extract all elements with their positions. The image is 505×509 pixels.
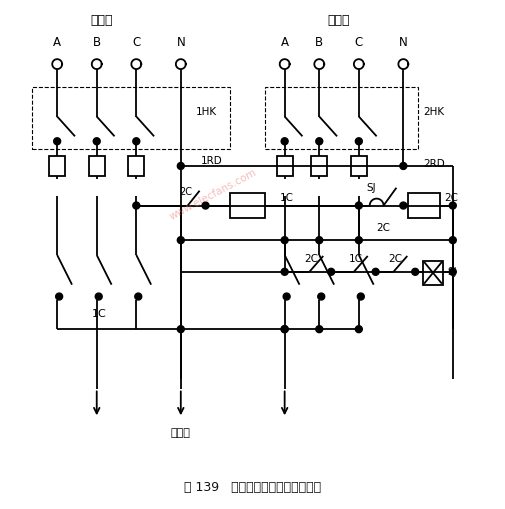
Polygon shape bbox=[133, 138, 139, 145]
Polygon shape bbox=[281, 138, 287, 145]
Text: 1C: 1C bbox=[279, 192, 293, 203]
Text: SJ: SJ bbox=[365, 183, 375, 193]
Polygon shape bbox=[281, 326, 287, 333]
Bar bbox=[230, 193, 264, 218]
Polygon shape bbox=[54, 138, 61, 145]
Text: N: N bbox=[176, 36, 185, 49]
Polygon shape bbox=[134, 293, 141, 300]
Polygon shape bbox=[177, 162, 184, 169]
Polygon shape bbox=[317, 293, 324, 300]
Bar bbox=[422, 261, 442, 285]
Polygon shape bbox=[327, 268, 334, 275]
Polygon shape bbox=[315, 138, 322, 145]
Text: C: C bbox=[354, 36, 362, 49]
Polygon shape bbox=[355, 326, 362, 333]
Bar bbox=[311, 156, 327, 176]
Text: 2C: 2C bbox=[376, 223, 390, 233]
Polygon shape bbox=[201, 202, 209, 209]
Bar bbox=[264, 87, 417, 149]
Bar bbox=[276, 156, 292, 176]
Text: 2C: 2C bbox=[443, 192, 457, 203]
Polygon shape bbox=[95, 293, 102, 300]
Bar bbox=[350, 156, 366, 176]
Polygon shape bbox=[355, 138, 362, 145]
Text: 2HK: 2HK bbox=[422, 106, 443, 117]
Polygon shape bbox=[372, 268, 378, 275]
Polygon shape bbox=[357, 293, 364, 300]
Polygon shape bbox=[399, 162, 406, 169]
Polygon shape bbox=[281, 268, 287, 275]
Text: 图 139   双路三相电源自投装置线路: 图 139 双路三相电源自投装置线路 bbox=[184, 481, 321, 494]
Bar bbox=[32, 87, 230, 149]
Text: www.elecfans.com: www.elecfans.com bbox=[167, 167, 258, 221]
Polygon shape bbox=[448, 202, 456, 209]
Polygon shape bbox=[177, 237, 184, 244]
Text: 甲电源: 甲电源 bbox=[90, 14, 113, 27]
Polygon shape bbox=[399, 202, 406, 209]
Text: 1C: 1C bbox=[91, 309, 107, 319]
Text: 接负载: 接负载 bbox=[171, 428, 190, 438]
Polygon shape bbox=[177, 326, 184, 333]
Text: 1C: 1C bbox=[348, 254, 362, 264]
Text: 1RD: 1RD bbox=[200, 156, 222, 166]
Text: 2RD: 2RD bbox=[422, 159, 444, 169]
Polygon shape bbox=[355, 237, 362, 244]
Polygon shape bbox=[281, 237, 287, 244]
Text: 2C: 2C bbox=[179, 187, 192, 196]
Text: A: A bbox=[53, 36, 61, 49]
Polygon shape bbox=[448, 268, 456, 275]
Text: B: B bbox=[92, 36, 100, 49]
Text: B: B bbox=[315, 36, 323, 49]
Polygon shape bbox=[93, 138, 100, 145]
Text: 乙电源: 乙电源 bbox=[327, 14, 349, 27]
Bar bbox=[89, 156, 105, 176]
Text: C: C bbox=[132, 36, 140, 49]
Text: 1HK: 1HK bbox=[195, 106, 216, 117]
Bar bbox=[408, 193, 439, 218]
Polygon shape bbox=[133, 202, 139, 209]
Polygon shape bbox=[315, 237, 322, 244]
Text: N: N bbox=[398, 36, 407, 49]
Bar bbox=[128, 156, 144, 176]
Polygon shape bbox=[448, 237, 456, 244]
Polygon shape bbox=[283, 293, 289, 300]
Polygon shape bbox=[315, 326, 322, 333]
Text: 2C: 2C bbox=[304, 254, 318, 264]
Text: SJ: SJ bbox=[447, 267, 457, 277]
Bar bbox=[49, 156, 65, 176]
Text: A: A bbox=[280, 36, 288, 49]
Polygon shape bbox=[411, 268, 418, 275]
Polygon shape bbox=[355, 202, 362, 209]
Polygon shape bbox=[56, 293, 63, 300]
Polygon shape bbox=[281, 326, 287, 333]
Text: 2C: 2C bbox=[388, 254, 401, 264]
